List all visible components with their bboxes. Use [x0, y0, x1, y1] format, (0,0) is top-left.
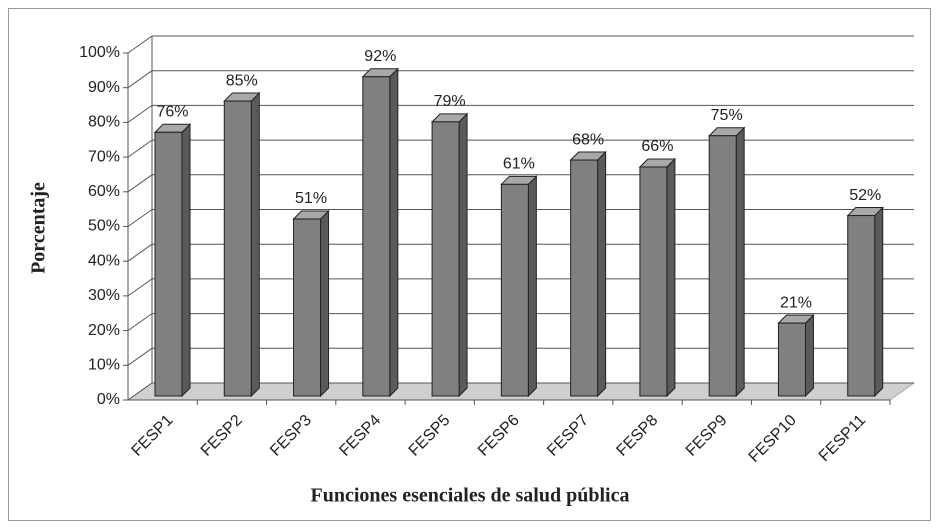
bar-side: [527, 175, 537, 398]
data-label: 75%: [711, 107, 743, 124]
bar-side: [458, 112, 468, 398]
bar-side: [597, 150, 607, 398]
data-label: 92%: [364, 48, 396, 65]
bar-side: [735, 126, 745, 398]
data-label: 52%: [849, 187, 881, 204]
y-tick-label: 70%: [88, 148, 120, 165]
bar: [362, 76, 391, 397]
data-label: 76%: [156, 103, 188, 120]
bar-side: [320, 209, 330, 398]
bar-side: [250, 91, 260, 398]
bar-side: [666, 157, 676, 398]
bar-side: [389, 67, 399, 398]
data-label: 68%: [572, 131, 604, 148]
bar: [708, 135, 737, 397]
grid-line: [127, 139, 153, 158]
data-label: 21%: [780, 294, 812, 311]
bar: [293, 218, 322, 397]
data-label: 66%: [641, 138, 673, 155]
bar: [570, 159, 599, 397]
bar: [847, 215, 876, 397]
y-tick-label: 90%: [88, 79, 120, 96]
y-tick-label: 20%: [88, 322, 120, 339]
bar: [431, 121, 460, 397]
data-label: 79%: [434, 93, 466, 110]
y-tick-label: 100%: [79, 44, 120, 61]
y-tick-label: 0%: [97, 391, 120, 408]
data-label: 61%: [503, 156, 535, 173]
grid-line: [127, 278, 153, 297]
bar: [777, 322, 806, 397]
bar-side: [804, 313, 814, 398]
grid-line: [127, 313, 153, 332]
y-tick-label: 80%: [88, 114, 120, 131]
bar-side: [181, 123, 191, 398]
data-label: 51%: [295, 190, 327, 207]
y-tick-label: 60%: [88, 183, 120, 200]
grid-line: [127, 209, 153, 227]
y-tick-label: 40%: [88, 252, 120, 269]
bar: [500, 183, 529, 397]
data-label: 85%: [226, 72, 258, 89]
grid-line: [127, 174, 153, 193]
y-tick-label: 50%: [88, 218, 120, 235]
grid-line: [127, 70, 153, 89]
grid-line: [127, 382, 153, 401]
y-tick-label: 30%: [88, 287, 120, 304]
grid-line: [127, 243, 153, 262]
bar: [639, 166, 668, 397]
grid-line: [127, 104, 153, 123]
grid-line: [127, 35, 153, 54]
x-axis-title: Funciones esenciales de salud pública: [311, 485, 630, 507]
y-axis-title: Porcentaje: [28, 182, 50, 274]
bar: [154, 131, 183, 397]
grid-line: [127, 347, 153, 366]
bar-side: [874, 206, 884, 398]
y-tick-label: 10%: [88, 357, 120, 374]
bar: [223, 100, 252, 397]
